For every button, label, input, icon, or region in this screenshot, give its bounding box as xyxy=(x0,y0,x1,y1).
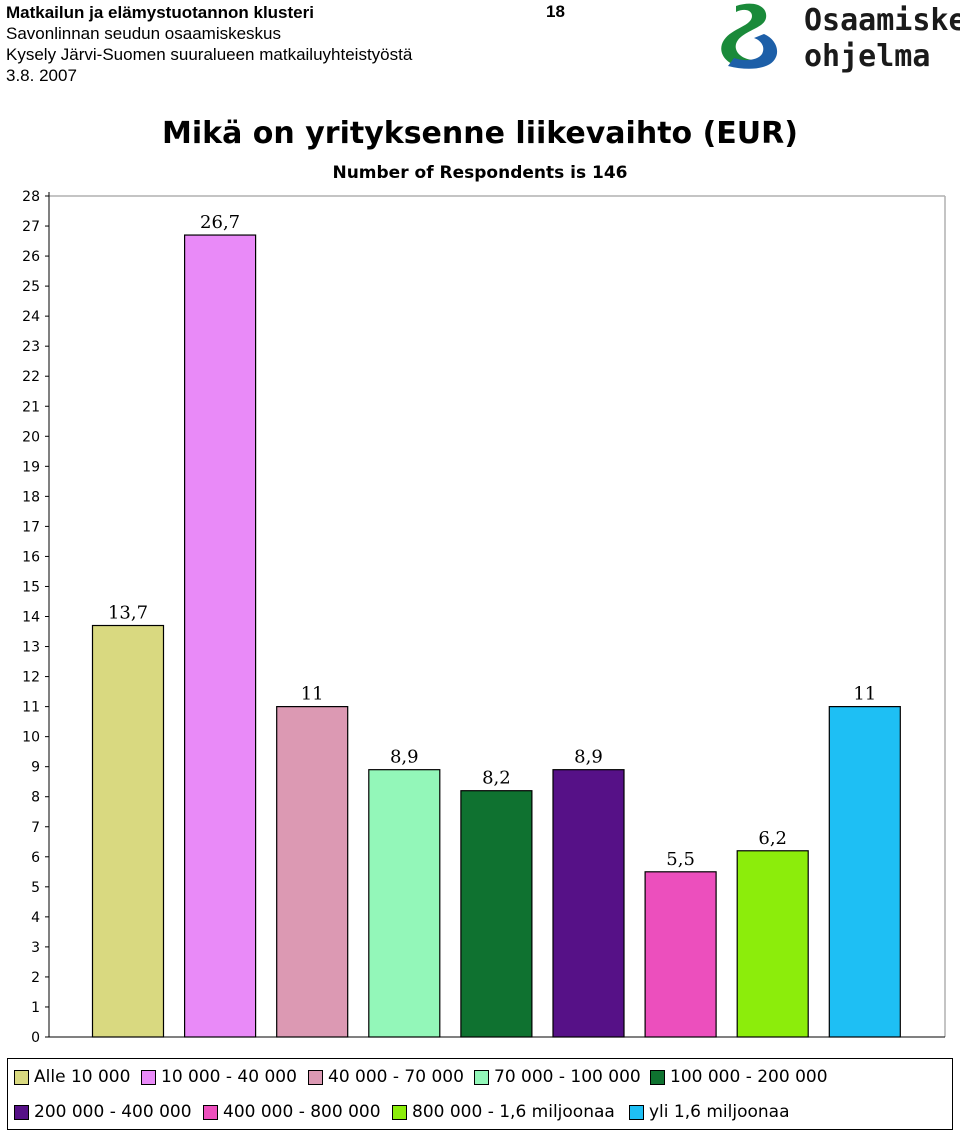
y-tick-label: 10 xyxy=(22,730,40,746)
y-tick-label: 23 xyxy=(22,339,40,355)
bar xyxy=(828,706,901,1038)
y-tick-label: 19 xyxy=(22,459,40,475)
legend-item: 400 000 - 800 000 xyxy=(203,1102,381,1122)
legend-swatch xyxy=(392,1104,407,1120)
y-tick-label: 24 xyxy=(22,309,40,325)
bar xyxy=(276,706,349,1038)
chart-title: Mikä on yrityksenne liikevaihto (EUR) xyxy=(162,116,798,151)
data-label: 6,2 xyxy=(758,828,787,849)
legend-item: 40 000 - 70 000 xyxy=(308,1067,464,1087)
y-tick-label: 8 xyxy=(31,790,40,806)
legend-swatch xyxy=(629,1104,644,1120)
legend-swatch xyxy=(203,1104,218,1120)
legend-swatch xyxy=(14,1104,29,1120)
data-label: 11 xyxy=(301,684,324,705)
y-tick-label: 15 xyxy=(22,579,40,595)
data-label: 11 xyxy=(853,684,876,705)
chart-subtitle: Number of Respondents is 146 xyxy=(332,163,628,183)
y-tick-label: 2 xyxy=(31,970,40,986)
legend-item: 10 000 - 40 000 xyxy=(141,1067,297,1087)
page-number: 18 xyxy=(546,2,565,21)
legend-swatch xyxy=(650,1069,665,1085)
logo-text-line1: Osaamiskeskus- xyxy=(804,3,960,38)
y-tick-label: 17 xyxy=(22,519,40,535)
y-tick-label: 11 xyxy=(22,700,40,716)
y-tick-label: 28 xyxy=(22,189,40,205)
header-organization: Savonlinnan seudun osaamiskeskus xyxy=(6,24,282,43)
y-tick-label: 0 xyxy=(31,1030,40,1046)
y-tick-label: 26 xyxy=(22,249,40,265)
y-tick-label: 6 xyxy=(31,850,40,866)
chart-legend: Alle 10 000 10 000 - 40 000 40 000 - 70 00… xyxy=(7,1058,953,1130)
y-tick-label: 20 xyxy=(22,429,40,445)
bar xyxy=(368,769,441,1038)
data-label: 5,5 xyxy=(666,849,695,870)
bar xyxy=(736,850,809,1038)
y-tick-label: 4 xyxy=(31,910,40,926)
bar xyxy=(184,234,257,1038)
legend-label: Alle 10 000 xyxy=(34,1067,131,1087)
y-tick-label: 16 xyxy=(22,549,40,565)
page-header: Matkailun ja elämystuotannon klusteri Sa… xyxy=(6,2,412,86)
bar xyxy=(460,790,533,1038)
legend-swatch xyxy=(308,1069,323,1085)
y-tick-label: 9 xyxy=(31,760,40,776)
y-tick-label: 5 xyxy=(31,880,40,896)
data-label: 13,7 xyxy=(108,603,148,624)
bar xyxy=(91,624,165,1038)
y-tick-label: 1 xyxy=(31,1000,40,1016)
data-label: 8,2 xyxy=(482,768,511,789)
bar xyxy=(552,769,625,1038)
legend-label: yli 1,6 miljoonaa xyxy=(649,1102,790,1122)
data-label: 8,9 xyxy=(574,747,603,768)
legend-swatch xyxy=(474,1069,489,1085)
header-date: 3.8. 2007 xyxy=(6,66,77,85)
y-tick-label: 21 xyxy=(22,399,40,415)
y-tick-label: 18 xyxy=(22,489,40,505)
y-tick-label: 12 xyxy=(22,670,40,686)
legend-label: 800 000 - 1,6 miljoonaa xyxy=(412,1102,615,1122)
data-label: 26,7 xyxy=(200,212,240,233)
header-survey-title: Kysely Järvi-Suomen suuralueen matkailuy… xyxy=(6,45,413,64)
y-tick-label: 27 xyxy=(22,219,40,235)
legend-label: 200 000 - 400 000 xyxy=(34,1102,192,1122)
legend-swatch xyxy=(141,1069,156,1085)
bar xyxy=(644,871,717,1038)
logo-text-line2: ohjelma xyxy=(804,39,930,74)
legend-swatch xyxy=(14,1069,29,1085)
legend-label: 10 000 - 40 000 xyxy=(161,1067,297,1087)
legend-item: yli 1,6 miljoonaa xyxy=(629,1102,790,1122)
y-tick-label: 13 xyxy=(22,640,40,656)
data-label: 8,9 xyxy=(390,747,419,768)
y-tick-label: 22 xyxy=(22,369,40,385)
legend-label: 70 000 - 100 000 xyxy=(494,1067,641,1087)
legend-label: 40 000 - 70 000 xyxy=(328,1067,464,1087)
osaamiskeskus-logo: Osaamiskeskus- ohjelma xyxy=(721,3,960,74)
y-tick-label: 25 xyxy=(22,279,40,295)
legend-label: 400 000 - 800 000 xyxy=(223,1102,381,1122)
logo-blue-swirl xyxy=(728,34,778,69)
y-tick-label: 7 xyxy=(31,820,40,836)
legend-item: 800 000 - 1,6 miljoonaa xyxy=(392,1102,615,1122)
legend-item: 200 000 - 400 000 xyxy=(14,1102,192,1122)
legend-item: Alle 10 000 xyxy=(14,1067,130,1087)
y-tick-label: 14 xyxy=(22,610,40,626)
legend-item: 70 000 - 100 000 xyxy=(474,1067,641,1087)
legend-label: 100 000 - 200 000 xyxy=(670,1067,828,1087)
legend-item: 100 000 - 200 000 xyxy=(650,1067,828,1087)
header-title: Matkailun ja elämystuotannon klusteri xyxy=(6,3,314,22)
y-tick-label: 3 xyxy=(31,940,40,956)
logo-green-swirl xyxy=(721,3,767,68)
